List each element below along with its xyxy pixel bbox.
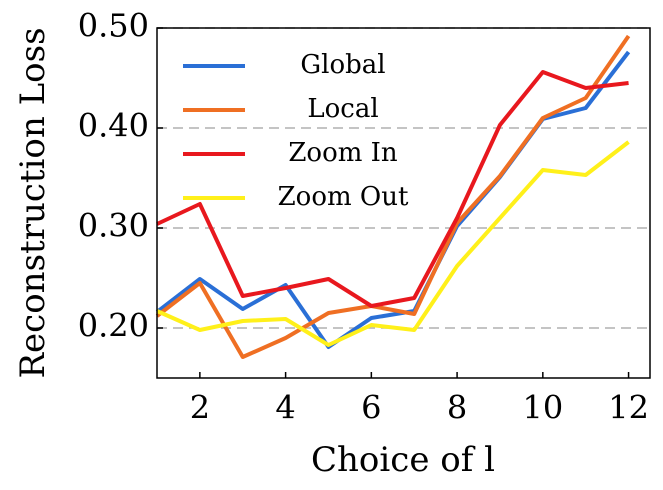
x-tick-label: 8 [447,389,467,427]
legend-label: Local [307,94,378,124]
series-line [155,50,631,349]
y-tick-label: 0.30 [78,207,149,245]
y-axis-title: Reconstruction Loss [13,27,53,378]
series-line [156,140,630,347]
y-tick-label: 0.20 [78,307,149,345]
x-tick-label: 10 [522,389,563,427]
legend-label: Zoom In [288,138,398,168]
x-tick-label: 2 [190,389,210,427]
y-tick-label: 0.40 [78,107,149,145]
x-tick-label: 4 [275,389,295,427]
x-tick-label: 6 [361,389,381,427]
legend-label: Zoom Out [278,182,409,212]
plot-frame [156,27,651,379]
series-line [155,34,631,359]
series-line [156,70,629,308]
x-axis-title: Choice of l [311,440,495,480]
legend-label: Global [300,50,385,80]
x-tick-label: 12 [608,389,649,427]
y-tick-label: 0.50 [78,7,149,45]
